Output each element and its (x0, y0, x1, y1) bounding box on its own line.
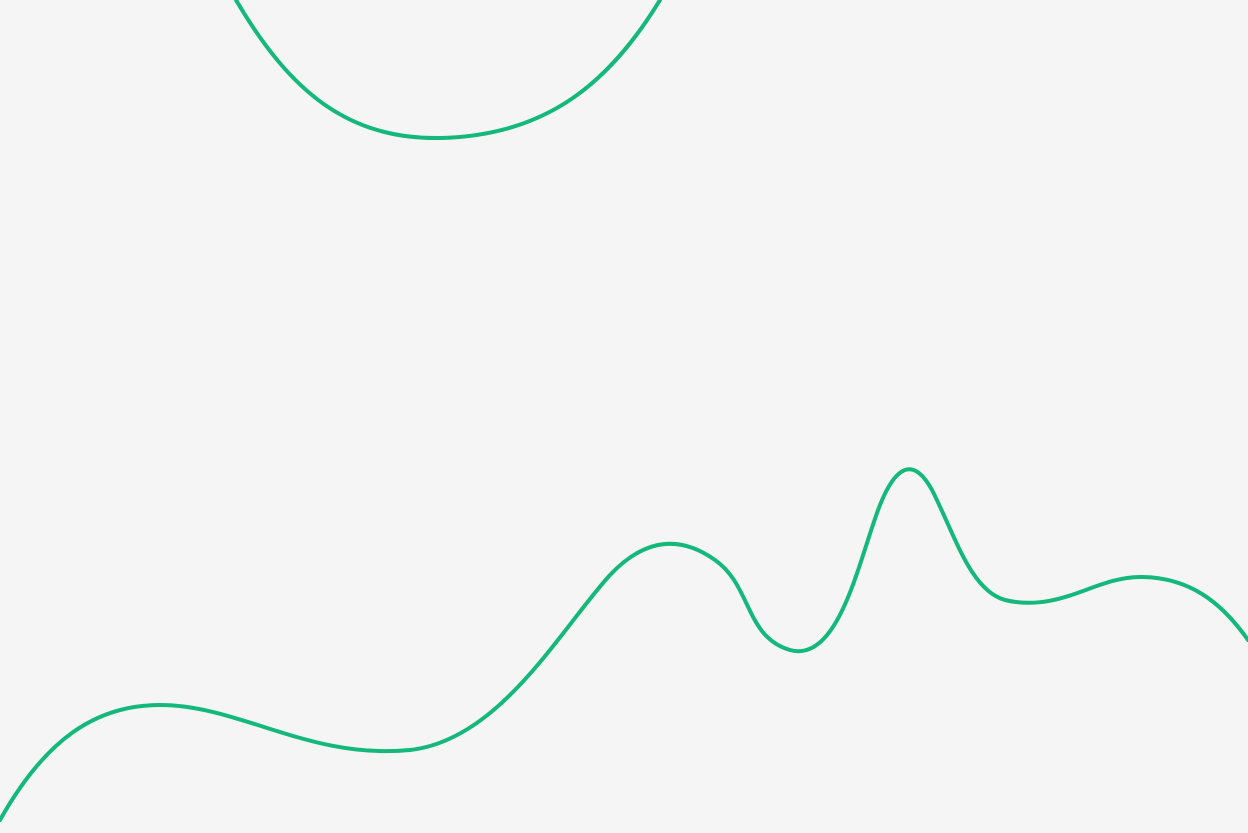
top-arc-curve (234, 0, 662, 141)
bottom-wave-curve (0, 467, 1248, 822)
